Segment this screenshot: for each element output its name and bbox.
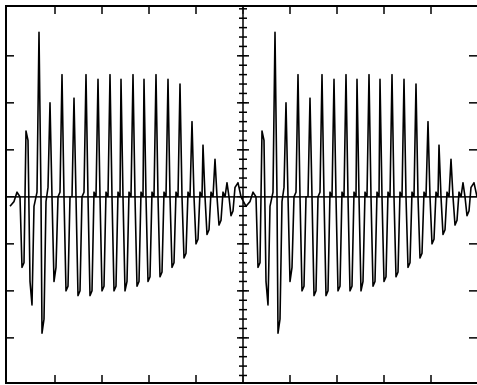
waveform [9,31,477,334]
